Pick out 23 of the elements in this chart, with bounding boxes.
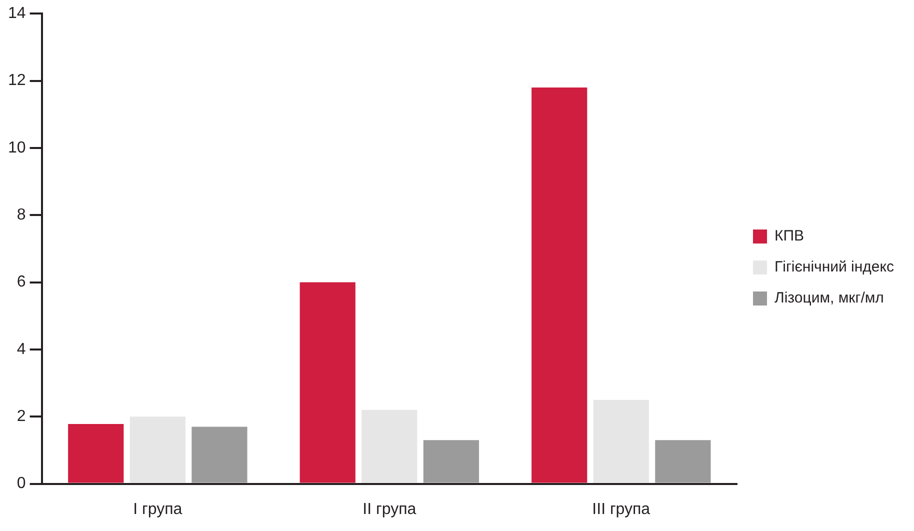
bar bbox=[532, 87, 588, 483]
bar bbox=[655, 440, 711, 483]
y-tick-label: 10 bbox=[8, 139, 26, 156]
bar bbox=[362, 410, 418, 483]
bar bbox=[593, 400, 649, 483]
y-tick-label: 12 bbox=[8, 72, 26, 90]
x-tick-label: II група bbox=[362, 500, 416, 518]
bar bbox=[300, 282, 356, 483]
bar bbox=[68, 424, 124, 483]
legend-label: Лізоцим, мкг/мл bbox=[774, 290, 884, 307]
bar bbox=[130, 416, 186, 483]
legend-label: Гігієнічний індекс bbox=[774, 258, 894, 276]
y-tick-label: 6 bbox=[16, 274, 26, 291]
bar bbox=[192, 426, 248, 483]
y-tick-label: 2 bbox=[16, 408, 26, 426]
y-tick-label: 4 bbox=[16, 340, 26, 358]
y-tick-label: 14 bbox=[8, 5, 26, 22]
y-tick-label: 8 bbox=[16, 206, 26, 224]
legend-label: КПВ bbox=[774, 228, 804, 245]
x-tick-label: III група bbox=[592, 500, 650, 518]
bar bbox=[423, 440, 480, 483]
x-tick-label: I група bbox=[133, 500, 182, 518]
y-tick-label: 0 bbox=[16, 475, 26, 492]
